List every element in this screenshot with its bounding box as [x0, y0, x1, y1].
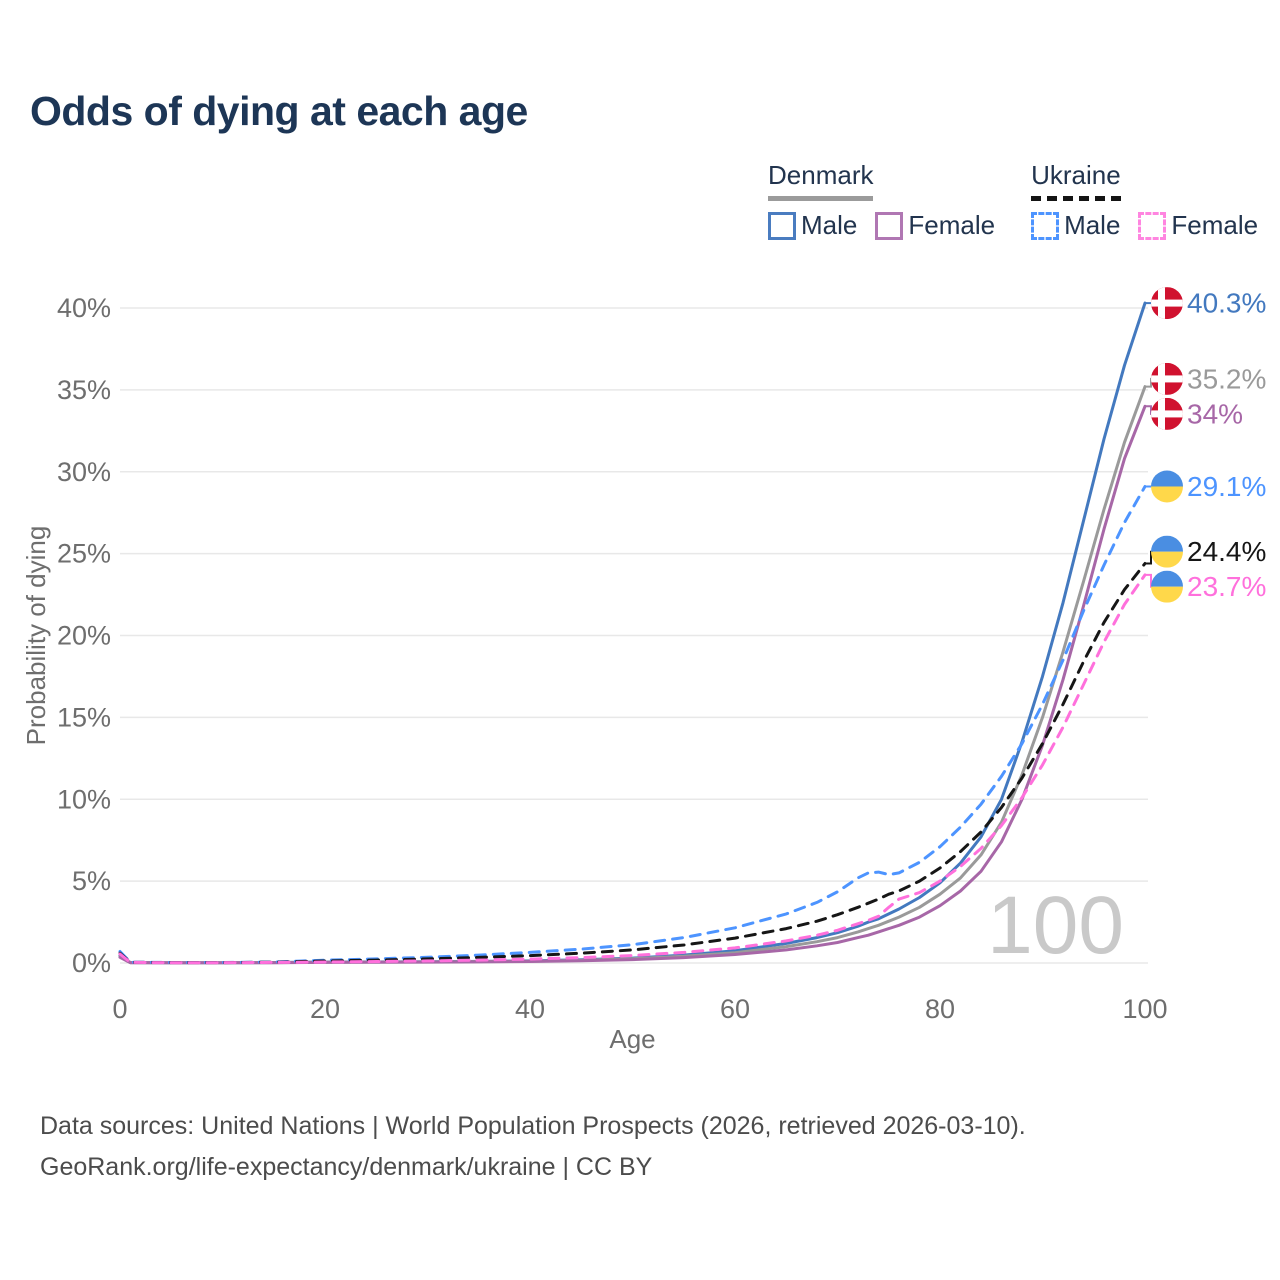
y-tick-label: 0%: [72, 948, 111, 978]
ukraine-flag-icon: [1151, 470, 1183, 503]
denmark-flag-icon: [1151, 397, 1183, 430]
legend-denmark-male-label: Male: [801, 210, 858, 240]
denmark-male-swatch-icon: [768, 211, 796, 240]
x-tick-label: 100: [1122, 994, 1167, 1024]
denmark-flag-icon: [1151, 362, 1183, 395]
x-tick-label: 20: [310, 994, 340, 1024]
end-label-denmark-female: 34%: [1187, 398, 1243, 429]
y-tick-label: 40%: [57, 293, 111, 323]
y-tick-label: 30%: [57, 457, 111, 487]
legend-group-ukraine: Ukraine Male Female: [1031, 160, 1258, 241]
ukraine-female-swatch-icon: [1138, 211, 1167, 240]
legend-item-denmark-female[interactable]: Female: [875, 210, 995, 241]
ukraine-flag-icon: [1151, 535, 1183, 568]
x-tick-label: 80: [925, 994, 955, 1024]
series-line-denmark-total: [118, 385, 1147, 965]
y-tick-label: 15%: [57, 702, 111, 732]
legend-item-denmark-male[interactable]: Male: [768, 210, 857, 241]
footer: Data sources: United Nations | World Pop…: [40, 1106, 1026, 1188]
y-tick-label: 10%: [57, 784, 111, 814]
y-tick-label: 20%: [57, 621, 111, 651]
end-label-denmark-total: 35.2%: [1187, 363, 1266, 394]
x-axis-label: Age: [609, 1024, 655, 1054]
legend: Denmark Male Female Ukraine Male: [768, 160, 1258, 241]
end-label-denmark-male: 40.3%: [1187, 288, 1266, 319]
legend-item-ukraine-female[interactable]: Female: [1138, 210, 1258, 241]
ukraine-male-swatch-icon: [1031, 211, 1060, 240]
x-tick-label: 0: [112, 994, 127, 1024]
legend-denmark-header: Denmark: [768, 160, 874, 201]
page-title: Odds of dying at each age: [30, 88, 528, 134]
legend-ukraine-header: Ukraine: [1031, 160, 1121, 201]
y-tick-label: 5%: [72, 866, 111, 896]
x-tick-label: 60: [720, 994, 750, 1024]
denmark-female-swatch-icon: [875, 211, 904, 240]
footer-attribution: GeoRank.org/life-expectancy/denmark/ukra…: [40, 1153, 653, 1181]
end-label-ukraine-female: 23.7%: [1187, 571, 1266, 602]
legend-ukraine-male-label: Male: [1064, 210, 1121, 240]
y-axis-label: Probability of dying: [21, 526, 51, 746]
legend-denmark-female-label: Female: [908, 210, 996, 240]
denmark-flag-icon: [1151, 287, 1183, 320]
y-tick-label: 35%: [57, 375, 111, 405]
legend-item-ukraine-male[interactable]: Male: [1031, 210, 1120, 241]
footer-data-sources: Data sources: United Nations | World Pop…: [40, 1112, 1026, 1140]
age-watermark: 100: [987, 880, 1124, 971]
ukraine-flag-icon: [1151, 570, 1183, 603]
end-label-ukraine-male: 29.1%: [1187, 471, 1266, 502]
end-label-ukraine-total: 24.4%: [1187, 536, 1266, 567]
y-tick-label: 25%: [57, 539, 111, 569]
series-line-ukraine-female: [118, 573, 1147, 965]
legend-ukraine-female-label: Female: [1171, 210, 1259, 240]
legend-group-denmark: Denmark Male Female: [768, 160, 995, 241]
series-line-denmark-male: [118, 301, 1147, 965]
x-tick-label: 40: [515, 994, 545, 1024]
